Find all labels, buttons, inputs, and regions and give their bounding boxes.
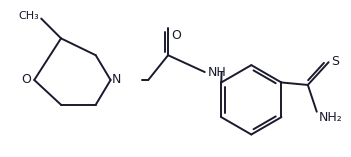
Text: O: O bbox=[21, 73, 31, 87]
Text: CH₃: CH₃ bbox=[19, 11, 39, 21]
Text: N: N bbox=[112, 73, 121, 87]
Text: S: S bbox=[332, 55, 340, 68]
Text: NH: NH bbox=[208, 66, 226, 78]
Text: O: O bbox=[171, 30, 181, 42]
Text: NH₂: NH₂ bbox=[319, 111, 343, 124]
